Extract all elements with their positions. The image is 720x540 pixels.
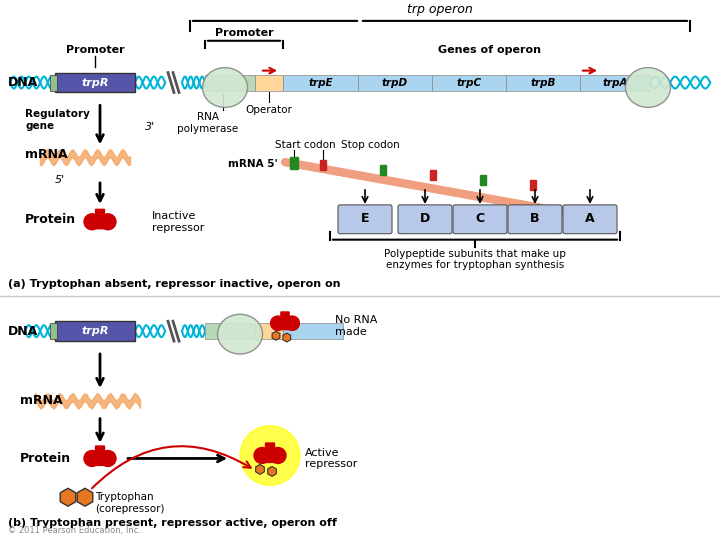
- Text: Genes of operon: Genes of operon: [438, 45, 541, 55]
- FancyBboxPatch shape: [453, 205, 507, 234]
- Circle shape: [240, 426, 300, 485]
- FancyBboxPatch shape: [276, 317, 293, 329]
- Circle shape: [254, 448, 270, 463]
- FancyBboxPatch shape: [338, 205, 392, 234]
- FancyBboxPatch shape: [96, 210, 104, 218]
- Text: © 2011 Pearson Education, Inc.: © 2011 Pearson Education, Inc.: [8, 526, 141, 535]
- Text: No RNA
made: No RNA made: [335, 315, 377, 337]
- Text: trpB: trpB: [531, 78, 556, 87]
- FancyBboxPatch shape: [50, 75, 57, 91]
- Text: D: D: [420, 212, 430, 225]
- Text: (b) Tryptophan present, repressor active, operon off: (b) Tryptophan present, repressor active…: [8, 518, 337, 528]
- Text: Polypeptide subunits that make up
enzymes for tryptophan synthesis: Polypeptide subunits that make up enzyme…: [384, 248, 566, 270]
- FancyBboxPatch shape: [266, 443, 274, 452]
- Text: E: E: [361, 212, 369, 225]
- Text: trpR: trpR: [81, 78, 109, 87]
- FancyBboxPatch shape: [50, 323, 57, 339]
- FancyBboxPatch shape: [91, 215, 109, 229]
- Text: trpC: trpC: [456, 78, 482, 87]
- Text: Protein: Protein: [20, 452, 71, 465]
- Text: RNA
polymerase: RNA polymerase: [177, 112, 238, 134]
- Circle shape: [84, 214, 100, 230]
- Text: Operator: Operator: [246, 105, 292, 116]
- FancyBboxPatch shape: [96, 446, 104, 455]
- Text: Active
repressor: Active repressor: [305, 448, 357, 469]
- FancyBboxPatch shape: [580, 75, 650, 91]
- Text: Tryptophan
(corepressor): Tryptophan (corepressor): [95, 492, 164, 514]
- Bar: [430, 170, 436, 180]
- Text: (a) Tryptophan absent, repressor inactive, operon on: (a) Tryptophan absent, repressor inactiv…: [8, 280, 341, 289]
- FancyBboxPatch shape: [506, 75, 580, 91]
- FancyBboxPatch shape: [255, 323, 283, 339]
- Text: mRNA: mRNA: [20, 394, 63, 407]
- Text: Promoter: Promoter: [215, 28, 274, 38]
- Ellipse shape: [217, 314, 263, 354]
- Circle shape: [100, 450, 116, 467]
- Text: 5': 5': [55, 175, 65, 185]
- Text: Stop codon: Stop codon: [341, 140, 400, 150]
- Bar: [320, 160, 326, 170]
- Ellipse shape: [202, 68, 248, 107]
- Bar: [290, 157, 298, 169]
- FancyBboxPatch shape: [55, 321, 135, 341]
- Text: trpD: trpD: [382, 78, 408, 87]
- FancyBboxPatch shape: [205, 75, 255, 91]
- FancyBboxPatch shape: [55, 72, 135, 92]
- FancyBboxPatch shape: [205, 323, 255, 339]
- FancyBboxPatch shape: [358, 75, 432, 91]
- Text: Regulatory
gene: Regulatory gene: [25, 110, 90, 131]
- Text: trpR: trpR: [81, 326, 109, 336]
- FancyBboxPatch shape: [432, 75, 506, 91]
- Text: mRNA 5': mRNA 5': [228, 159, 278, 169]
- Text: mRNA: mRNA: [25, 147, 68, 160]
- Text: trpE: trpE: [308, 78, 333, 87]
- Bar: [480, 175, 486, 185]
- FancyBboxPatch shape: [283, 323, 343, 339]
- Text: DNA: DNA: [8, 76, 38, 89]
- Text: Start codon: Start codon: [275, 140, 336, 150]
- Circle shape: [100, 214, 116, 230]
- Text: Protein: Protein: [25, 213, 76, 226]
- Bar: [380, 165, 386, 175]
- Text: Inactive
repressor: Inactive repressor: [152, 211, 204, 233]
- Text: B: B: [530, 212, 540, 225]
- FancyBboxPatch shape: [281, 312, 289, 320]
- Circle shape: [84, 450, 100, 467]
- FancyBboxPatch shape: [283, 75, 358, 91]
- Circle shape: [271, 316, 285, 330]
- Text: DNA: DNA: [8, 325, 38, 338]
- FancyBboxPatch shape: [398, 205, 452, 234]
- FancyBboxPatch shape: [91, 451, 109, 465]
- Circle shape: [285, 316, 300, 330]
- FancyBboxPatch shape: [261, 449, 279, 462]
- Circle shape: [270, 448, 286, 463]
- Text: C: C: [475, 212, 485, 225]
- Text: 3': 3': [145, 122, 155, 132]
- Bar: [530, 180, 536, 190]
- Ellipse shape: [626, 68, 670, 107]
- FancyBboxPatch shape: [508, 205, 562, 234]
- Text: Promoter: Promoter: [66, 45, 125, 55]
- Text: trp operon: trp operon: [407, 3, 473, 16]
- FancyBboxPatch shape: [563, 205, 617, 234]
- Text: trpA: trpA: [602, 78, 628, 87]
- Text: A: A: [585, 212, 595, 225]
- FancyBboxPatch shape: [255, 75, 283, 91]
